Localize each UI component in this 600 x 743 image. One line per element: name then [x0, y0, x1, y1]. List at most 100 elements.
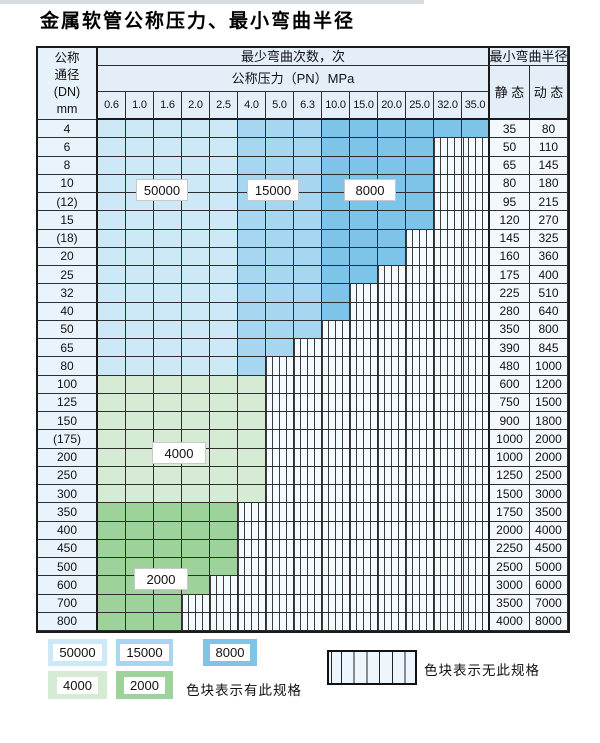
spec-available-cell — [182, 284, 210, 303]
spec-available-cell — [126, 120, 154, 139]
dn-label: 20 — [38, 247, 98, 266]
spec-available-cell — [154, 302, 182, 321]
spec-available-cell — [126, 412, 154, 431]
spec-available-cell — [266, 284, 294, 303]
spec-unavailable-cell — [378, 430, 406, 449]
spec-available-cell — [182, 174, 210, 193]
spec-available-cell — [126, 375, 154, 394]
spec-unavailable-cell — [378, 485, 406, 504]
spec-unavailable-cell — [350, 466, 378, 485]
spec-unavailable-cell — [462, 485, 490, 504]
spec-available-cell — [182, 503, 210, 522]
dn-label: 200 — [38, 448, 98, 467]
spec-unavailable-cell — [434, 320, 462, 339]
spec-unavailable-cell — [406, 229, 434, 248]
spec-available-cell — [98, 485, 126, 504]
spec-available-cell — [126, 247, 154, 266]
spec-available-cell — [378, 211, 406, 230]
spec-unavailable-cell — [350, 576, 378, 595]
spec-available-cell — [406, 156, 434, 175]
spec-available-cell — [210, 193, 238, 212]
spec-unavailable-cell — [462, 247, 490, 266]
spec-available-cell — [238, 393, 266, 412]
static-radius-value: 280 — [490, 302, 530, 321]
spec-unavailable-cell — [434, 412, 462, 431]
dynamic-radius-value: 1000 — [530, 357, 568, 376]
spec-unavailable-cell — [462, 320, 490, 339]
dn-label: 25 — [38, 266, 98, 285]
spec-unavailable-cell — [378, 576, 406, 595]
spec-available-cell — [154, 503, 182, 522]
static-radius-value: 1000 — [490, 448, 530, 467]
spec-unavailable-cell — [462, 576, 490, 595]
scan-artifact-strip — [0, 0, 424, 4]
spec-available-cell — [210, 320, 238, 339]
spec-unavailable-cell — [462, 375, 490, 394]
spec-unavailable-cell — [266, 539, 294, 558]
spec-unavailable-cell — [322, 539, 350, 558]
dn-label: 800 — [38, 612, 98, 631]
spec-unavailable-cell — [462, 193, 490, 212]
spec-unavailable-cell — [294, 430, 322, 449]
spec-available-cell — [154, 320, 182, 339]
legend-swatch-50000: 50000 — [48, 639, 107, 666]
spec-available-cell — [210, 156, 238, 175]
spec-unavailable-cell — [322, 393, 350, 412]
spec-unavailable-cell — [434, 430, 462, 449]
dynamic-radius-value: 80 — [530, 120, 568, 139]
spec-unavailable-cell — [322, 594, 350, 613]
overlay-label-2000: 2000 — [134, 568, 188, 590]
spec-unavailable-cell — [462, 266, 490, 285]
spec-available-cell — [126, 302, 154, 321]
spec-available-cell — [210, 430, 238, 449]
static-radius-value: 145 — [490, 229, 530, 248]
spec-unavailable-cell — [462, 229, 490, 248]
spec-unavailable-cell — [434, 594, 462, 613]
spec-available-cell — [350, 156, 378, 175]
dynamic-radius-value: 4500 — [530, 539, 568, 558]
spec-available-cell — [406, 193, 434, 212]
spec-unavailable-cell — [406, 576, 434, 595]
spec-available-cell — [238, 211, 266, 230]
spec-unavailable-cell — [350, 558, 378, 577]
static-radius-value: 390 — [490, 339, 530, 358]
spec-available-cell — [210, 448, 238, 467]
spec-available-cell — [126, 430, 154, 449]
spec-available-cell — [266, 229, 294, 248]
spec-unavailable-cell — [294, 612, 322, 631]
spec-available-cell — [126, 284, 154, 303]
dynamic-radius-value: 8000 — [530, 612, 568, 631]
radius-header: 最小弯曲半径 — [490, 48, 568, 66]
spec-available-cell — [154, 284, 182, 303]
dn-label: 40 — [38, 302, 98, 321]
static-radius-value: 1750 — [490, 503, 530, 522]
spec-available-cell — [126, 138, 154, 157]
spec-available-cell — [182, 576, 210, 595]
spec-available-cell — [210, 229, 238, 248]
dn-label: 300 — [38, 485, 98, 504]
spec-unavailable-cell — [462, 558, 490, 577]
spec-unavailable-cell — [462, 612, 490, 631]
spec-available-cell — [266, 339, 294, 358]
spec-unavailable-cell — [462, 448, 490, 467]
spec-unavailable-cell — [322, 375, 350, 394]
static-radius-value: 2000 — [490, 521, 530, 540]
pressure-column-header: 10.0 — [322, 92, 350, 120]
spec-available-cell — [98, 466, 126, 485]
spec-available-cell — [182, 138, 210, 157]
spec-table-wrap: 公称 通径 (DN) mm 最少弯曲次数，次 最小弯曲半径 公称压力（PN）MPa 静 态动 … — [36, 46, 570, 633]
spec-available-cell — [182, 466, 210, 485]
spec-unavailable-cell — [350, 503, 378, 522]
spec-available-cell — [98, 503, 126, 522]
spec-available-cell — [294, 284, 322, 303]
spec-unavailable-cell — [322, 466, 350, 485]
static-radius-value: 35 — [490, 120, 530, 139]
spec-available-cell — [182, 539, 210, 558]
spec-unavailable-cell — [462, 284, 490, 303]
spec-available-cell — [266, 211, 294, 230]
spec-available-cell — [238, 247, 266, 266]
spec-unavailable-cell — [434, 466, 462, 485]
spec-available-cell — [126, 594, 154, 613]
spec-available-cell — [126, 229, 154, 248]
spec-available-cell — [210, 539, 238, 558]
